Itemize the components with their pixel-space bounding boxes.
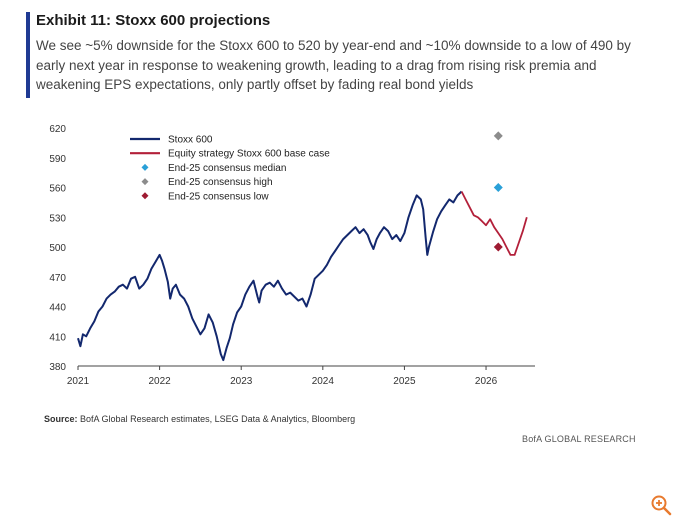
exhibit-subtitle: We see ~5% downside for the Stoxx 600 to… — [36, 38, 631, 92]
legend-swatch-marker — [141, 178, 149, 186]
x-tick-label: 2025 — [393, 376, 416, 387]
y-tick-label: 380 — [49, 362, 66, 373]
x-tick-label: 2022 — [148, 376, 171, 387]
series-line-stoxx600 — [77, 190, 463, 362]
source-note: Source: BofA Global Research estimates, … — [44, 414, 355, 424]
y-tick-label: 620 — [49, 124, 66, 135]
legend-swatch-marker — [141, 163, 149, 171]
y-tick-label: 440 — [49, 303, 66, 314]
y-tick-label: 500 — [49, 243, 66, 254]
series-layer — [77, 131, 528, 362]
legend-label: Equity strategy Stoxx 600 base case — [168, 149, 330, 160]
y-tick-label: 590 — [49, 154, 66, 165]
marker-end-25-consensus-high — [493, 131, 503, 141]
x-tick-label: 2026 — [475, 376, 498, 387]
stoxx-chart: 380 410 440 470 500 530 560 590 620 2021 2022 2023… — [49, 124, 535, 387]
marker-end-25-consensus-median — [493, 183, 503, 192]
accent-bar — [26, 12, 30, 98]
x-tick-label: 2021 — [67, 376, 90, 387]
y-tick-label: 560 — [49, 184, 66, 195]
y-tick-label: 470 — [49, 273, 66, 284]
footer-brand: BofA GLOBAL RESEARCH — [522, 434, 636, 444]
legend: Stoxx 600 Equity strategy Stoxx 600 base … — [130, 135, 330, 202]
legend-label: Stoxx 600 — [168, 135, 213, 146]
source-text: BofA Global Research estimates, LSEG Dat… — [80, 414, 356, 424]
legend-label: End-25 consensus high — [168, 177, 273, 188]
y-tick-label: 530 — [49, 213, 66, 224]
legend-label: End-25 consensus median — [168, 163, 286, 174]
marker-end-25-consensus-low — [493, 242, 503, 252]
legend-label: End-25 consensus low — [168, 191, 269, 202]
legend-swatch-marker — [141, 192, 149, 200]
exhibit-title: Exhibit 11: Stoxx 600 projections — [36, 12, 271, 29]
series-line-base-case — [460, 191, 528, 256]
y-axis: 380 410 440 470 500 530 560 590 620 — [49, 124, 66, 373]
x-tick-label: 2024 — [312, 376, 335, 387]
x-axis: 2021 2022 2023 2024 2025 2026 — [67, 365, 535, 387]
x-tick-label: 2023 — [230, 376, 253, 387]
source-label: Source: — [44, 414, 78, 424]
y-tick-label: 410 — [49, 332, 66, 343]
zoom-in-icon[interactable] — [650, 494, 672, 516]
